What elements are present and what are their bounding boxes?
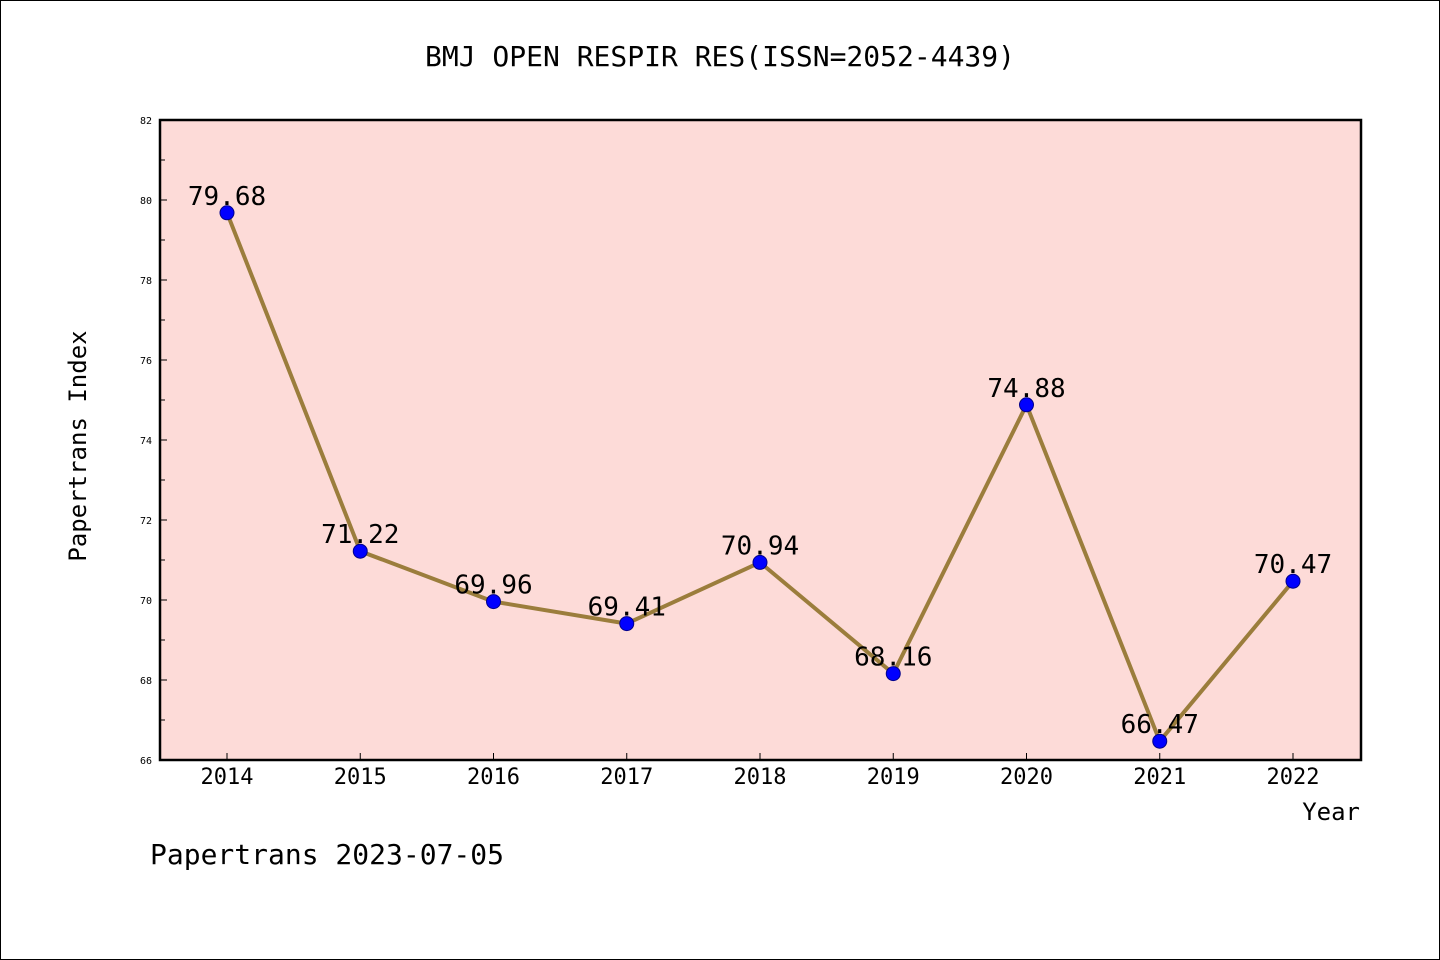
x-tick-label: 2014 (201, 765, 254, 790)
y-tick-label: 72 (140, 516, 152, 527)
data-label: 70.94 (721, 531, 799, 561)
x-axis-label: Year (1302, 798, 1360, 826)
y-tick-label: 82 (140, 116, 152, 127)
data-label: 71.22 (321, 520, 399, 550)
data-label: 74.88 (987, 374, 1065, 404)
y-tick-label: 68 (140, 676, 152, 687)
data-label: 79.68 (188, 182, 266, 212)
footer-text: Papertrans 2023-07-05 (150, 838, 504, 871)
y-tick-label: 70 (140, 596, 152, 607)
data-point (1285, 573, 1301, 589)
x-tick-label: 2015 (334, 765, 387, 790)
plot-area (160, 120, 1361, 760)
y-tick-label: 76 (140, 356, 152, 367)
data-label: 69.96 (454, 571, 532, 601)
data-label: 68.16 (854, 643, 932, 673)
x-tick-label: 2016 (467, 765, 520, 790)
x-axis: 2014 2015 2016 2017 2018 2019 2020 2021 2022 (201, 753, 1320, 790)
data-label: 69.41 (588, 593, 666, 623)
data-label: 70.47 (1254, 550, 1332, 580)
data-point (752, 554, 768, 570)
data-point (219, 205, 235, 221)
x-tick-label: 2018 (734, 765, 787, 790)
x-tick-label: 2017 (600, 765, 653, 790)
y-tick-label: 78 (140, 276, 152, 287)
y-tick-label: 80 (140, 196, 152, 207)
y-axis-label: Papertrans Index (64, 330, 92, 561)
x-tick-label: 2020 (1000, 765, 1053, 790)
y-tick-label: 66 (140, 756, 152, 767)
data-labels: 79.68 71.22 69.96 69.41 70.94 68.16 74.88 66.47… (188, 182, 1332, 740)
data-point (885, 666, 901, 682)
series-line-group (219, 205, 1301, 749)
data-label: 66.47 (1121, 710, 1199, 740)
x-tick-label: 2022 (1267, 765, 1320, 790)
data-point (619, 616, 635, 632)
x-tick-label: 2019 (867, 765, 920, 790)
plot-border (158, 118, 1363, 762)
data-point (486, 594, 501, 610)
data-point (1019, 397, 1034, 413)
data-point (1152, 733, 1168, 749)
x-tick-label: 2021 (1133, 765, 1186, 790)
y-tick-label: 74 (140, 436, 152, 447)
chart-title: BMJ OPEN RESPIR RES(ISSN=2052-4439) (425, 40, 1015, 73)
data-point (352, 543, 368, 559)
